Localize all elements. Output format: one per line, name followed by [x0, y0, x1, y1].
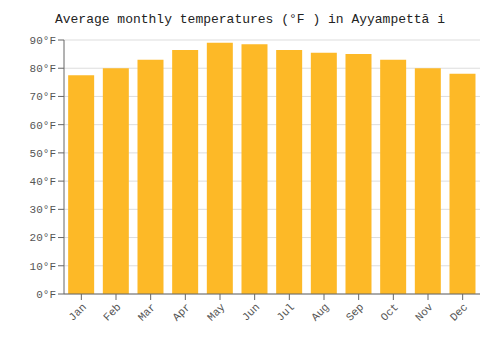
svg-text:30°F: 30°F [30, 204, 56, 216]
svg-text:Nov: Nov [413, 301, 436, 324]
svg-text:40°F: 40°F [30, 176, 56, 188]
svg-text:90°F: 90°F [30, 35, 56, 47]
svg-text:Dec: Dec [448, 301, 470, 323]
svg-text:60°F: 60°F [30, 120, 56, 132]
svg-text:50°F: 50°F [30, 148, 56, 160]
svg-text:Sep: Sep [344, 301, 366, 323]
svg-text:Jul: Jul [274, 301, 296, 323]
svg-text:Mar: Mar [136, 301, 158, 323]
svg-text:10°F: 10°F [30, 261, 56, 273]
svg-text:May: May [205, 301, 228, 324]
svg-text:80°F: 80°F [30, 63, 56, 75]
svg-text:70°F: 70°F [30, 91, 56, 103]
html-text:Average monthly temperatures (: Average monthly temperatures (°F ) in Ay… [55, 12, 445, 27]
svg-text:Oct: Oct [378, 301, 400, 323]
svg-text:Feb: Feb [101, 301, 123, 323]
svg-text:20°F: 20°F [30, 232, 56, 244]
svg-text:0°F: 0°F [36, 289, 56, 301]
svg-text:Jun: Jun [240, 301, 262, 323]
svg-text:Aug: Aug [309, 301, 331, 323]
svg-text:Apr: Apr [170, 301, 192, 323]
svg-text:Jan: Jan [66, 301, 88, 323]
